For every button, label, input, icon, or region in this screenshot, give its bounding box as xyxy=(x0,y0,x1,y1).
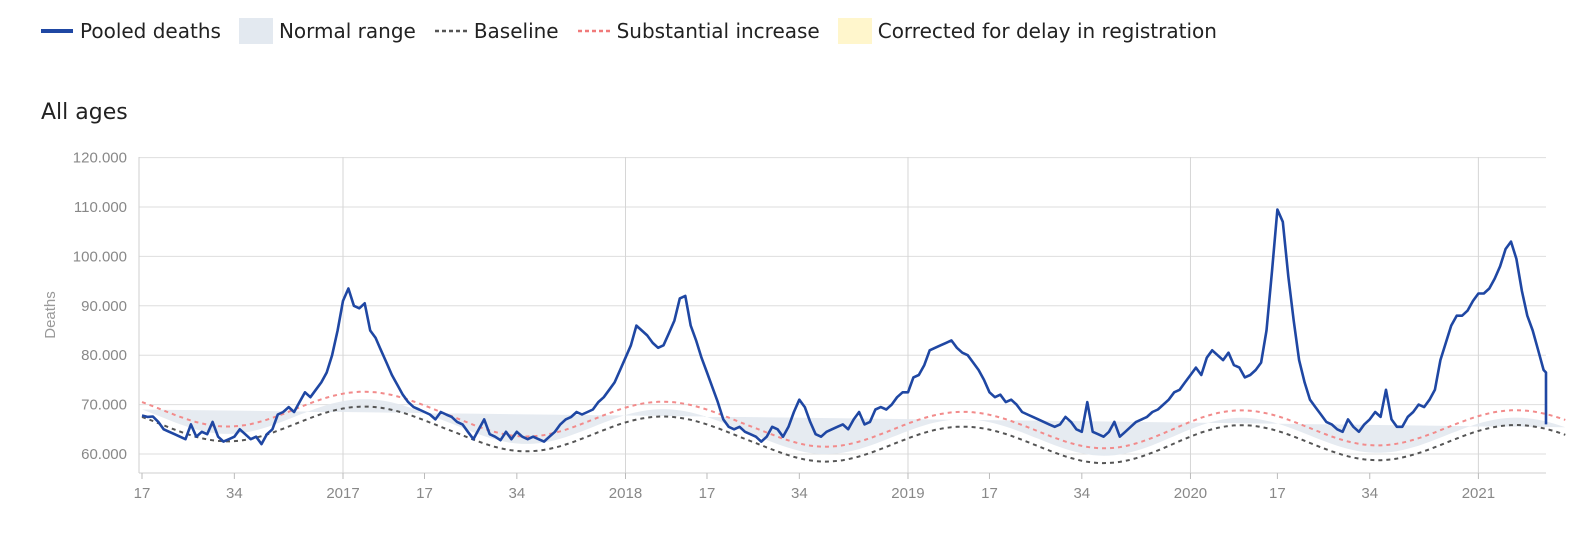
x-tick-label: 17 xyxy=(699,485,716,502)
legend: Pooled deaths Normal range Baseline Subs… xyxy=(40,14,1235,48)
panel-title: All ages xyxy=(41,100,128,125)
dotted-line-icon xyxy=(577,29,610,33)
legend-label: Baseline xyxy=(473,19,559,43)
legend-item-pooled-deaths[interactable]: Pooled deaths xyxy=(40,19,221,43)
x-tick-label: 34 xyxy=(508,485,525,502)
x-tick-label: 2019 xyxy=(891,485,924,502)
x-tick-label: 34 xyxy=(1073,485,1090,502)
x-tick-label: 2018 xyxy=(609,485,642,502)
x-tick-label: 34 xyxy=(226,485,243,502)
solid-line-icon xyxy=(41,29,73,33)
y-tick-label: 80.000 xyxy=(81,347,127,364)
legend-label: Substantial increase xyxy=(616,19,820,43)
y-tick-label: 120.000 xyxy=(73,150,127,167)
legend-label: Pooled deaths xyxy=(80,19,221,43)
y-axis-label: Deaths xyxy=(42,291,59,339)
x-tick-label: 34 xyxy=(791,485,808,502)
legend-item-corrected-delay[interactable]: Corrected for delay in registration xyxy=(837,18,1217,44)
x-tick-label: 17 xyxy=(416,485,433,502)
x-tick-label: 17 xyxy=(134,485,151,502)
y-tick-label: 110.000 xyxy=(74,199,127,216)
legend-item-normal-range[interactable]: Normal range xyxy=(238,18,416,44)
x-tick-label: 17 xyxy=(1269,485,1286,502)
x-tick-label: 2021 xyxy=(1462,485,1495,502)
y-tick-label: 70.000 xyxy=(81,397,127,414)
x-tick-label: 2017 xyxy=(326,485,359,502)
dotted-line-icon xyxy=(434,29,467,33)
x-tick-label: 17 xyxy=(981,485,998,502)
y-tick-label: 90.000 xyxy=(81,298,127,315)
legend-label: Corrected for delay in registration xyxy=(877,19,1217,43)
y-tick-label: 60.000 xyxy=(81,446,127,463)
legend-item-baseline[interactable]: Baseline xyxy=(434,19,559,43)
band-swatch-icon xyxy=(238,18,273,44)
band-swatch-icon xyxy=(837,18,872,44)
x-tick-label: 2020 xyxy=(1174,485,1207,502)
legend-label: Normal range xyxy=(278,19,416,43)
x-tick-label: 34 xyxy=(1361,485,1378,502)
pooled-deaths-line xyxy=(141,208,1548,446)
y-tick-label: 100.000 xyxy=(73,248,127,265)
legend-item-substantial-increase[interactable]: Substantial increase xyxy=(577,19,820,43)
normal-range-band xyxy=(142,399,1566,456)
